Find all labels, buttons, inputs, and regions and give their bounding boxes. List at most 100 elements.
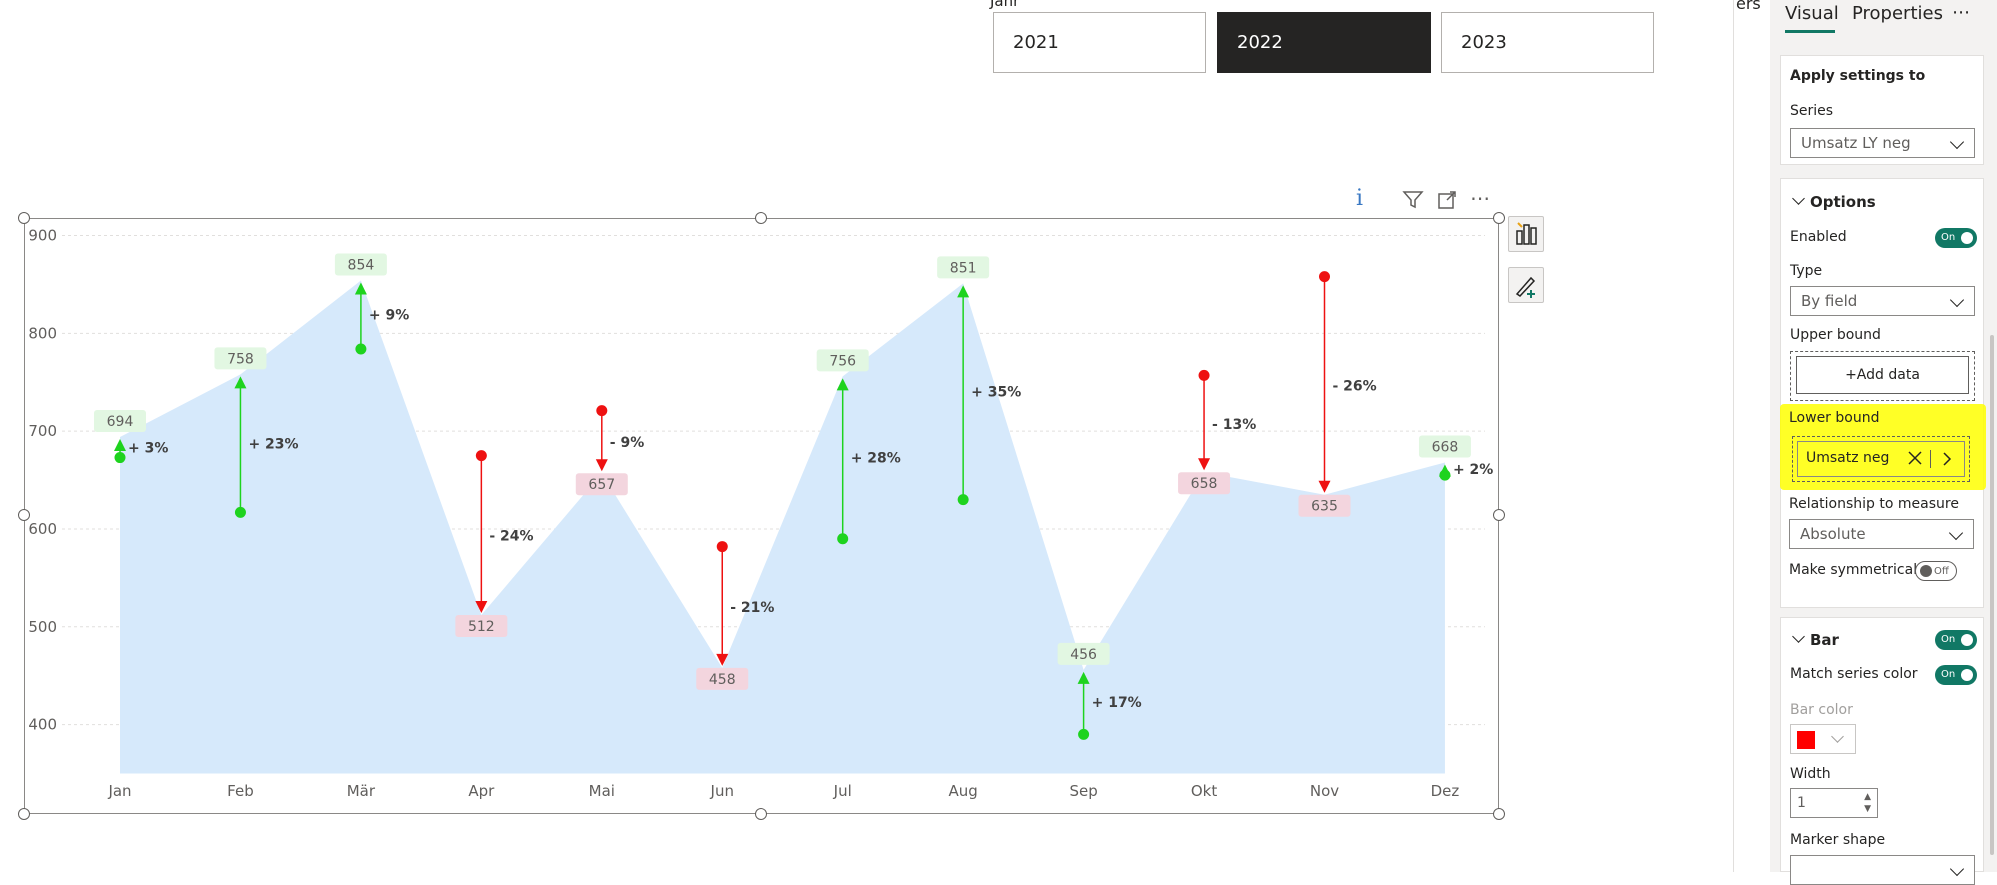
lower-bound-field-pill[interactable]: Umsatz neg (1797, 441, 1965, 477)
tab-properties[interactable]: Properties (1852, 3, 1943, 24)
resize-handle[interactable] (1493, 212, 1505, 224)
toggle-state-label: On (1941, 669, 1956, 680)
build-visual-button[interactable] (1508, 216, 1544, 252)
x-tick-label: Sep (1069, 782, 1097, 800)
reference-marker (355, 343, 367, 355)
value-label-bg (816, 349, 869, 372)
reference-marker (596, 405, 608, 417)
pane-more-icon[interactable]: ⋯ (1952, 2, 1970, 23)
info-icon[interactable]: i (1356, 186, 1364, 211)
resize-handle[interactable] (1493, 509, 1505, 521)
chevron-down-icon[interactable] (1792, 192, 1805, 205)
stepper-up-icon[interactable]: ▲ (1864, 792, 1871, 802)
bar-color-picker[interactable] (1790, 724, 1856, 754)
pane-scrollbar[interactable] (1990, 335, 1994, 855)
value-label: 668 (1432, 439, 1459, 455)
chevron-down-icon (1948, 525, 1964, 541)
relationship-dropdown-value: Absolute (1800, 525, 1866, 543)
relationship-dropdown[interactable]: Absolute (1789, 519, 1974, 549)
reference-marker (837, 533, 849, 545)
resize-handle[interactable] (755, 808, 767, 820)
format-visual-button[interactable] (1508, 267, 1544, 303)
match-series-color-toggle[interactable]: On (1935, 665, 1977, 685)
type-label: Type (1790, 263, 1823, 279)
remove-field-icon[interactable] (1906, 448, 1924, 472)
lower-bound-field-name: Umsatz neg (1806, 450, 1890, 466)
value-label: 657 (588, 477, 615, 493)
x-tick-label: Feb (227, 782, 254, 800)
options-section-title[interactable]: Options (1810, 193, 1876, 211)
y-tick-label: 400 (28, 716, 57, 734)
chevron-right-icon[interactable] (1940, 449, 1954, 473)
delta-label: + 17% (1092, 695, 1142, 711)
x-tick-label: Okt (1191, 782, 1217, 800)
x-tick-label: Aug (949, 782, 978, 800)
arrow-head (1198, 458, 1211, 471)
value-label: 635 (1311, 499, 1338, 515)
focus-mode-icon[interactable] (1437, 190, 1457, 215)
stepper-down-icon[interactable]: ▼ (1864, 804, 1871, 814)
pill-divider (1930, 450, 1931, 468)
reference-marker (716, 541, 728, 553)
add-data-button[interactable]: +Add data (1796, 356, 1969, 394)
marker-shape-dropdown[interactable] (1790, 855, 1975, 885)
upper-bound-well (1790, 351, 1975, 401)
series-label: Series (1790, 103, 1834, 119)
value-label: 854 (348, 257, 375, 273)
arrow-head (114, 439, 126, 452)
reference-marker (957, 494, 969, 506)
bar-section-title[interactable]: Bar (1810, 631, 1839, 649)
upper-bound-label: Upper bound (1790, 327, 1881, 343)
highlight-annotation (1780, 404, 1986, 490)
enabled-label: Enabled (1790, 229, 1847, 245)
slicer-option-2021[interactable]: 2021 (993, 12, 1206, 73)
reference-marker (1198, 369, 1210, 381)
arrow-head (1077, 671, 1090, 684)
more-options-icon[interactable]: ⋯ (1470, 186, 1490, 210)
toggle-state-label: Off (1934, 566, 1949, 577)
chevron-down-icon (1831, 730, 1844, 743)
width-label: Width (1790, 766, 1831, 782)
toggle-knob (1961, 634, 1973, 646)
value-label: 758 (227, 351, 254, 367)
toggle-state-label: On (1941, 232, 1956, 243)
resize-handle[interactable] (18, 808, 30, 820)
x-tick-label: Mär (347, 782, 376, 800)
resize-handle[interactable] (1493, 808, 1505, 820)
resize-handle[interactable] (18, 212, 30, 224)
bar-toggle[interactable]: On (1935, 630, 1977, 650)
series-dropdown[interactable]: Umsatz LY neg (1790, 128, 1975, 158)
tab-visual[interactable]: Visual (1785, 3, 1839, 24)
chevron-down-icon[interactable] (1792, 630, 1805, 643)
arrow-head (957, 285, 970, 298)
slicer-option-2023[interactable]: 2023 (1441, 12, 1654, 73)
arrow-head (475, 601, 488, 614)
y-tick-label: 900 (28, 227, 57, 245)
resize-handle[interactable] (755, 212, 767, 224)
slicer-option-2022[interactable]: 2022 (1217, 12, 1431, 73)
x-tick-label: Dez (1431, 782, 1460, 800)
delta-label: - 26% (1333, 379, 1377, 395)
value-label-bg (937, 256, 990, 279)
value-label: 756 (829, 353, 856, 369)
lower-bound-well (1792, 436, 1970, 482)
x-tick-label: Jun (710, 782, 734, 800)
make-symmetrical-toggle[interactable]: Off (1915, 561, 1957, 581)
lower-bound-label: Lower bound (1789, 410, 1880, 426)
tab-visual-underline (1785, 30, 1835, 33)
delta-label: - 9% (610, 435, 644, 451)
filter-icon[interactable] (1402, 190, 1424, 215)
value-label-bg (334, 253, 387, 276)
enabled-toggle[interactable]: On (1935, 228, 1977, 248)
chart: 694 + 3% 758 + 23% 854 + 9% 512 - 24% 657 - 9% 458… (28, 227, 1493, 801)
value-label-bg (1298, 494, 1351, 517)
chevron-down-icon (1949, 292, 1965, 308)
width-stepper[interactable]: 1 ▲ ▼ (1790, 788, 1878, 818)
value-label-bg (696, 667, 749, 690)
resize-handle[interactable] (18, 509, 30, 521)
toggle-state-label: On (1941, 634, 1956, 645)
arrow-head (1318, 480, 1331, 493)
type-dropdown[interactable]: By field (1790, 286, 1975, 316)
filters-pane-title[interactable]: ers (1736, 0, 1761, 13)
value-label: 694 (107, 414, 134, 430)
